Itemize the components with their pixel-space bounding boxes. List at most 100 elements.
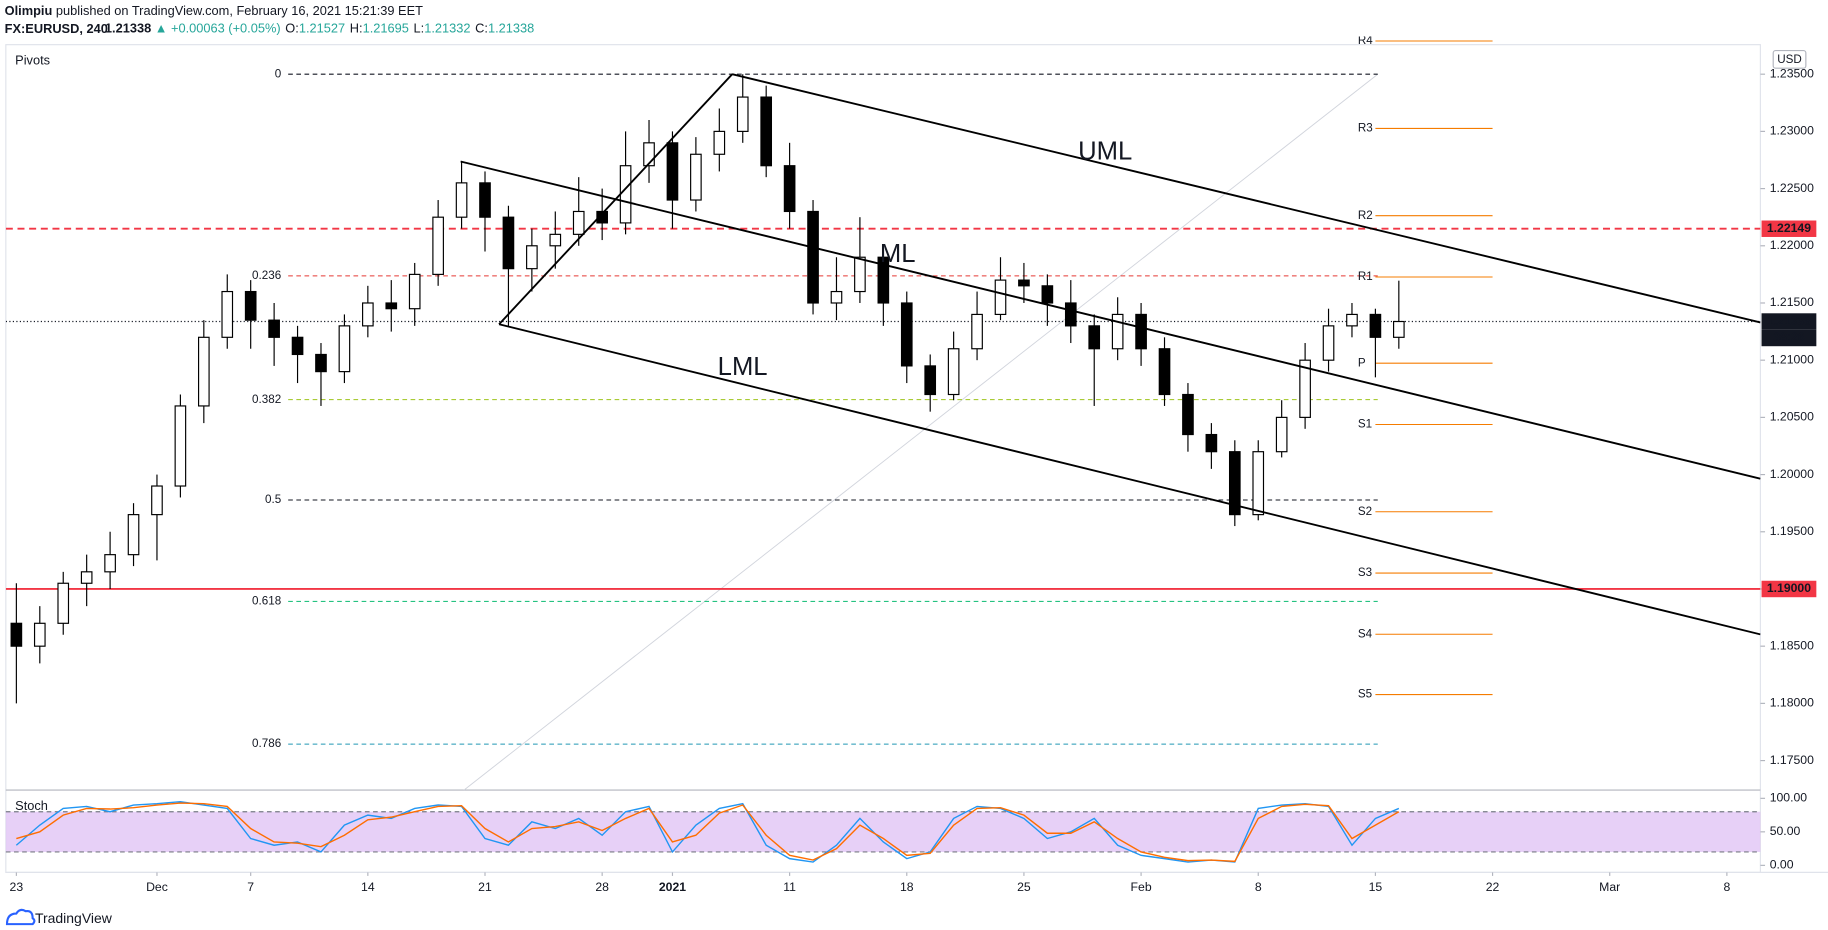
candle-body <box>33 622 46 647</box>
candle-body <box>1018 279 1030 287</box>
candle-body <box>57 582 70 624</box>
candle-body <box>1158 348 1171 396</box>
candle-body <box>1346 313 1358 327</box>
x-tick-label: Feb <box>1131 880 1152 894</box>
logo-icon <box>5 908 36 926</box>
stoch-tick-label: 50.00 <box>1770 824 1801 838</box>
ohlc-value: 1.21695 <box>363 21 409 36</box>
pivot-label: R3 <box>1358 121 1373 134</box>
pitchfork-line <box>460 160 1761 480</box>
candle-body <box>947 348 960 396</box>
x-tick-label: 11 <box>783 880 796 894</box>
logo: TradingView <box>5 908 113 926</box>
candle-body <box>455 182 468 218</box>
candle-body <box>854 256 866 293</box>
candle-body <box>174 405 187 487</box>
candle-body <box>1322 325 1335 361</box>
pivot-label: P <box>1358 356 1366 369</box>
candle-body <box>479 182 491 218</box>
candle-body <box>221 290 234 338</box>
x-tick-label: 15 <box>1369 880 1383 894</box>
candle-body <box>1252 451 1265 516</box>
x-tick-label: Mar <box>1599 880 1620 894</box>
pitchfork-line <box>731 73 1761 324</box>
currency: USD <box>1777 53 1802 66</box>
candle-body <box>197 336 210 407</box>
candle-body <box>10 622 23 647</box>
published: published on TradingView.com, February 1… <box>56 3 423 18</box>
candle-body <box>807 210 819 304</box>
symbol: FX:EURUSD, 240 <box>5 21 108 36</box>
x-tick-label: Dec <box>146 880 168 894</box>
x-tick-label: 2021 <box>659 880 686 894</box>
brand: TradingView <box>35 910 113 926</box>
stoch-tick-label: 0.00 <box>1770 858 1794 872</box>
stoch-label: Stoch <box>15 798 48 813</box>
candle-body <box>1111 313 1124 350</box>
y-tick-label: 1.22500 <box>1770 181 1814 195</box>
x-tick-label: 14 <box>361 880 375 894</box>
x-tick-label: 25 <box>1017 880 1031 894</box>
candle-body <box>783 165 796 213</box>
stoch-tick-label: 100.00 <box>1770 791 1808 805</box>
pivot-label: S3 <box>1358 566 1372 579</box>
candle-body <box>385 302 398 310</box>
candle-body <box>596 210 608 224</box>
y-tick-label: 1.23000 <box>1770 124 1814 138</box>
candle-body <box>1228 451 1241 516</box>
change: +0.00063 (+0.05%) <box>171 21 281 36</box>
fib-label: 0 <box>275 67 282 80</box>
ohlc-key: H: <box>350 21 363 36</box>
price-label: 1.19000 <box>1767 581 1811 595</box>
last-price: 1.21338 <box>105 21 151 36</box>
candle-body <box>151 485 163 516</box>
axes: 1.17500 1.18000 1.18500 1.19000 1.19500 1.200… <box>10 66 1817 894</box>
candle-body <box>1182 393 1194 436</box>
pitchfork-line <box>498 73 733 325</box>
y-tick-label: 1.20000 <box>1770 467 1814 481</box>
candle-body <box>1041 285 1054 304</box>
candle-body <box>619 165 632 224</box>
candle-body <box>690 153 702 201</box>
candle-body <box>666 142 679 201</box>
pitchfork-label: LML <box>718 353 768 381</box>
pivot-label: S5 <box>1358 688 1373 701</box>
price-label-box <box>1761 580 1817 598</box>
stoch-pane: Stoch <box>5 798 1761 863</box>
y-tick-label: 1.20500 <box>1770 410 1814 424</box>
pitchfork-label: ML <box>880 240 916 268</box>
candle-body <box>526 245 538 270</box>
candle-body <box>362 302 374 327</box>
fib-label: 0.236 <box>252 269 281 282</box>
author: Olimpiu <box>5 3 53 18</box>
y-tick-label: 1.21000 <box>1770 352 1814 366</box>
candle-body <box>971 313 983 350</box>
y-tick-label: 1.17500 <box>1770 753 1814 767</box>
stoch-line <box>16 802 1400 863</box>
pivot-label: S1 <box>1358 418 1372 431</box>
pivot-label: R1 <box>1358 270 1373 283</box>
ohlc-key: C: <box>475 21 488 36</box>
stoch-band <box>5 811 1761 852</box>
candle-body <box>1275 416 1288 453</box>
x-tick-label: 8 <box>1723 880 1730 894</box>
ohlc-key: O: <box>285 21 299 36</box>
price-label-box <box>1761 220 1817 237</box>
candle-body <box>315 353 327 373</box>
main-pane: 0 0.236 0.382 0.5 0.618 0.786 R4 R3 R2 R1 P S1 S2 S3 S… <box>5 36 1761 791</box>
ohlc-value: 1.21332 <box>424 21 470 36</box>
candle-body <box>1205 433 1218 453</box>
ohlc-value: 1.21527 <box>299 21 345 36</box>
candle-body <box>713 130 726 155</box>
quote-line: 1.21338 ▲ +0.00063 (+0.05%) O:1.21527 H:1.… <box>105 21 534 36</box>
x-tick-label: 22 <box>1486 880 1500 894</box>
y-tick-label: 1.21500 <box>1770 295 1814 309</box>
candle-body <box>924 365 937 396</box>
y-tick-label: 1.18000 <box>1770 696 1814 710</box>
candle-body <box>1369 313 1382 338</box>
x-tick-label: 18 <box>900 880 914 894</box>
candle-body <box>338 325 351 373</box>
pitchfork-line <box>498 323 1761 636</box>
